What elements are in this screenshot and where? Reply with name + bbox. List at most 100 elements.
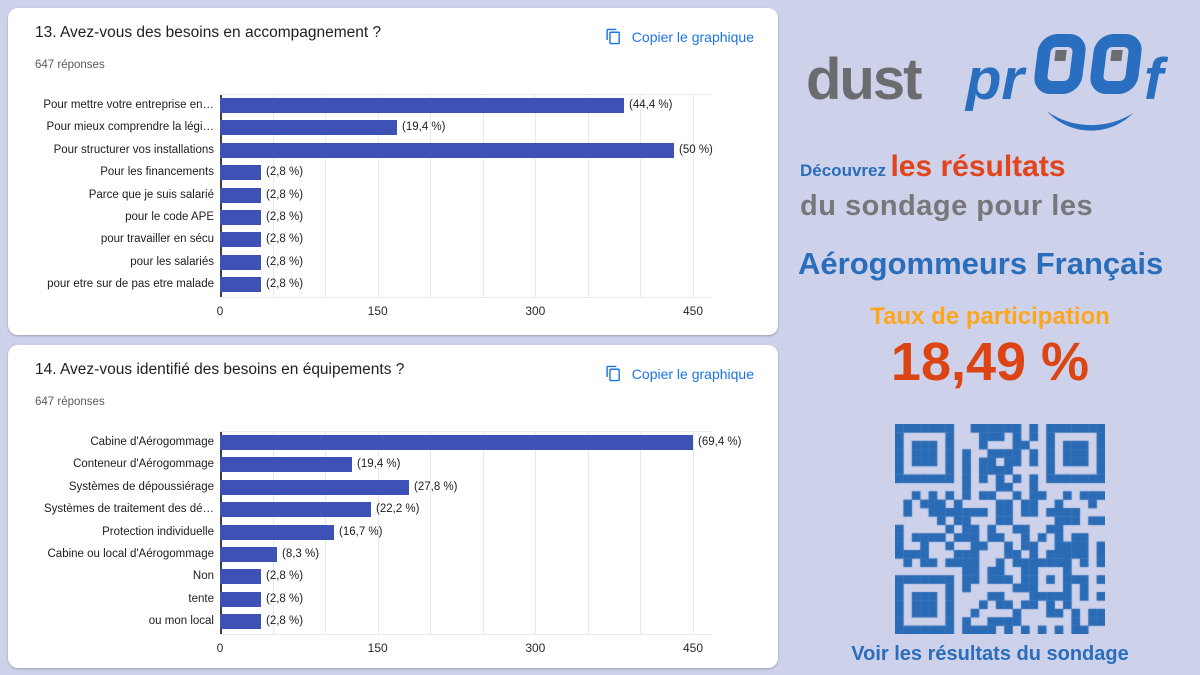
logo-text-dust: dust <box>806 47 922 112</box>
gridline <box>640 432 642 634</box>
response-count-q14: 647 réponses <box>35 396 105 408</box>
bar <box>220 277 261 292</box>
copy-chart-label: Copier le graphique <box>631 365 754 382</box>
qr-caption: Voir les résultats du sondage <box>851 643 1129 665</box>
bar-chart-q13: Pour mettre votre entreprise en… (44,4 %)… <box>8 94 778 324</box>
percent-label: (2,8 %) <box>266 570 304 582</box>
dustproof-logo: dust pr f <box>780 18 1200 148</box>
percent-label: (2,8 %) <box>266 593 304 605</box>
percent-label: (8,3 %) <box>282 548 320 560</box>
chart-title-q14: 14. Avez-vous identifié des besoins en é… <box>35 361 405 378</box>
promo-panel: dust pr f Découvrez les résultats du son… <box>780 0 1200 675</box>
percent-label: (2,8 %) <box>266 233 304 245</box>
logo-o-ring-left <box>1032 34 1088 94</box>
category-label: Pour mieux comprendre la légi… <box>46 121 214 133</box>
participation-value: 18,49 % <box>890 332 1090 392</box>
tagline-lead: Découvrez <box>800 161 886 180</box>
tagline-line2: du sondage pour les <box>800 190 1094 222</box>
bar <box>220 120 397 135</box>
tagline-emphasis: les résultats <box>890 150 1066 183</box>
copy-chart-label: Copier le graphique <box>631 28 754 45</box>
axis-tick-label: 450 <box>682 641 704 655</box>
category-label: Systèmes de traitement des dé… <box>43 503 214 515</box>
copy-chart-button[interactable]: Copier le graphique <box>603 361 756 386</box>
percent-label: (2,8 %) <box>266 278 304 290</box>
chart-card-q13: 13. Avez-vous des besoins en accompagnem… <box>8 8 778 335</box>
percent-label: (19,4 %) <box>357 458 401 470</box>
axis-tick-label: 0 <box>216 641 224 655</box>
gridline <box>272 95 274 297</box>
bar <box>220 210 261 225</box>
bar <box>220 569 261 584</box>
logo-o-ring-right <box>1088 34 1144 94</box>
gridline <box>587 95 589 297</box>
response-count-q13: 647 réponses <box>35 59 105 71</box>
category-label: tente <box>188 593 214 605</box>
copy-icon <box>605 365 622 382</box>
bar <box>220 143 674 158</box>
bar <box>220 255 261 270</box>
category-label: Pour structurer vos installations <box>53 144 214 156</box>
category-label: pour travailler en sécu <box>100 233 214 245</box>
category-label: Pour mettre votre entreprise en… <box>43 99 214 111</box>
percent-label: (22,2 %) <box>376 503 420 515</box>
copy-chart-button[interactable]: Copier le graphique <box>603 24 756 49</box>
copy-icon <box>605 28 622 45</box>
bar <box>220 525 334 540</box>
category-label: pour le code APE <box>125 211 214 223</box>
bar <box>220 435 693 450</box>
bar-chart-q14: Cabine d'Aérogommage (69,4 %) Conteneur d'… <box>8 431 778 661</box>
chart-card-q14: 14. Avez-vous identifié des besoins en é… <box>8 345 778 668</box>
percent-label: (16,7 %) <box>339 526 383 538</box>
gridline <box>377 95 379 297</box>
percent-label: (2,8 %) <box>266 615 304 627</box>
axis-tick-label: 150 <box>367 641 388 655</box>
gridline <box>693 95 694 297</box>
participation-label: Taux de participation <box>870 303 1110 330</box>
bar <box>220 165 261 180</box>
category-label: pour les salariés <box>130 256 214 268</box>
category-label: Cabine ou local d'Aérogommage <box>47 548 215 560</box>
chart-title-q13: 13. Avez-vous des besoins en accompagnem… <box>35 24 382 41</box>
category-label: Cabine d'Aérogommage <box>90 436 214 448</box>
gridline <box>482 95 484 297</box>
gridline <box>535 95 537 297</box>
bar <box>220 188 261 203</box>
logo-eye-right <box>1110 50 1123 61</box>
gridline <box>535 432 537 634</box>
percent-label: (2,8 %) <box>266 189 304 201</box>
category-label: Conteneur d'Aérogommage <box>73 458 214 470</box>
bar <box>220 457 352 472</box>
logo-text-f: f <box>1144 47 1164 112</box>
gridline <box>430 432 432 634</box>
category-label: Pour les financements <box>100 166 214 178</box>
category-label: Protection individuelle <box>102 526 214 538</box>
gridline <box>325 95 327 297</box>
percent-label: (2,8 %) <box>266 211 304 223</box>
percent-label: (50 %) <box>679 144 713 156</box>
percent-label: (27,8 %) <box>414 481 458 493</box>
category-label: Systèmes de dépoussiérage <box>68 481 214 493</box>
category-label: Non <box>192 570 214 582</box>
bar <box>220 592 261 607</box>
qr-code <box>895 424 1105 634</box>
percent-label: (19,4 %) <box>402 121 446 133</box>
gridline <box>430 95 432 297</box>
axis-tick-label: 300 <box>525 304 546 318</box>
bar <box>220 480 409 495</box>
axis-tick-label: 450 <box>682 304 704 318</box>
percent-label: (2,8 %) <box>266 166 304 178</box>
percent-label: (44,4 %) <box>629 99 673 111</box>
category-label: ou mon local <box>148 615 214 627</box>
bar <box>220 502 371 517</box>
bar <box>220 547 277 562</box>
logo-text-pr: pr <box>966 47 1024 112</box>
axis-tick-label: 0 <box>216 304 224 318</box>
bar <box>220 98 624 113</box>
axis-tick-label: 150 <box>367 304 388 318</box>
logo-smile-icon <box>1044 108 1136 143</box>
gridline <box>482 432 484 634</box>
gridline <box>640 95 642 297</box>
tagline-line3: Aérogommeurs Français <box>798 246 1164 281</box>
